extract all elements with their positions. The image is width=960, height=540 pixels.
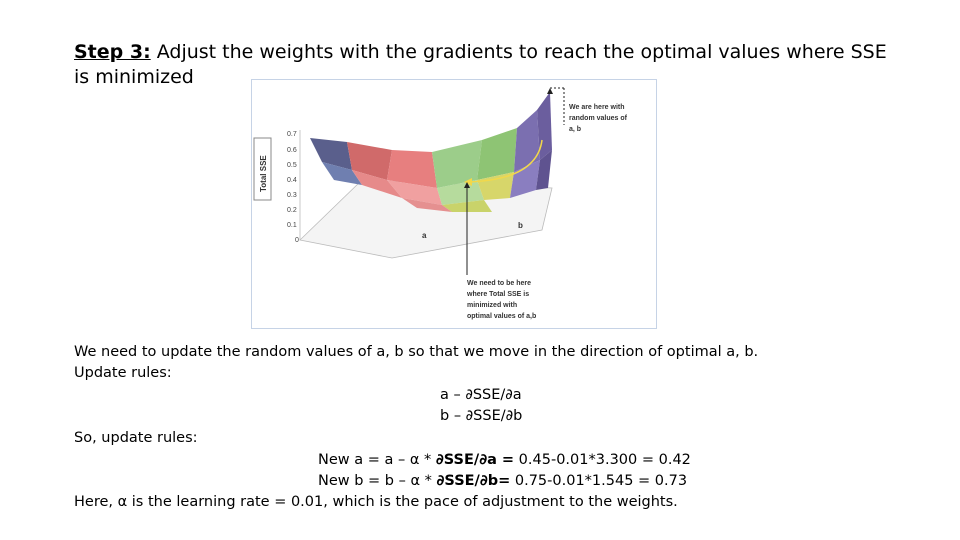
- new-b-result: 0.75-0.01*1.545 = 0.73: [510, 473, 688, 489]
- y-tick: 0: [295, 237, 299, 244]
- rule-a: a – ∂SSE/∂a: [440, 387, 522, 403]
- new-a-equation: New a = a – α * ∂SSE/∂a = 0.45-0.01*3.30…: [318, 450, 691, 470]
- so-update-rules-label: So, update rules:: [74, 430, 198, 446]
- slide-title: Step 3: Adjust the weights with the grad…: [74, 40, 894, 90]
- callout-top-line: We are here with: [569, 104, 625, 111]
- update-rules-label: Update rules:: [74, 365, 172, 381]
- new-b-gradient: ∂SSE/∂b=: [436, 473, 511, 489]
- callout-bottom-line: minimized with: [467, 302, 517, 309]
- new-a-gradient: ∂SSE/∂a =: [435, 452, 515, 468]
- error-surface: [310, 92, 552, 212]
- callout-bottom-line: We need to be here: [467, 280, 531, 287]
- callout-bottom-line: optimal values of a,b: [467, 313, 536, 320]
- callout-bottom-line: where Total SSE is: [466, 291, 529, 298]
- y-tick: 0.2: [287, 207, 297, 214]
- y-tick: 0.6: [287, 147, 297, 154]
- y-axis-label: Total SSE: [259, 155, 268, 192]
- y-tick: 0.3: [287, 192, 297, 199]
- y-tick: 0.1: [287, 222, 297, 229]
- title-text: Adjust the weights with the gradients to…: [74, 41, 887, 88]
- callout-top: We are here with random values of a, b: [569, 104, 628, 133]
- new-b-equation: New b = b – α * ∂SSE/∂b= 0.75-0.01*1.545…: [318, 471, 687, 491]
- intro-line: We need to update the random values of a…: [74, 344, 759, 360]
- callout-top-line: random values of: [569, 115, 628, 122]
- y-tick: 0.7: [287, 131, 297, 138]
- new-a-prefix: New a = a – α *: [318, 452, 436, 468]
- rule-b: b – ∂SSE/∂b: [440, 408, 523, 424]
- y-tick: 0.4: [287, 177, 297, 184]
- y-tick: 0.5: [287, 162, 297, 169]
- y-axis-label-box: [253, 137, 272, 201]
- callout-bottom: We need to be here where Total SSE is mi…: [466, 280, 536, 320]
- sse-surface-plot: Total SSE 0.7 0.6 0.5 0.4 0.3 0.2 0.1 0: [253, 87, 628, 320]
- callout-top-line: a, b: [569, 126, 581, 133]
- new-b-prefix: New b = b – α *: [318, 473, 437, 489]
- learning-rate-note: Here, α is the learning rate = 0.01, whi…: [74, 494, 678, 510]
- axis-b-label: b: [518, 221, 523, 230]
- title-step: Step 3:: [74, 41, 151, 63]
- axis-a-label: a: [422, 231, 427, 240]
- sse-surface-figure: Total SSE 0.7 0.6 0.5 0.4 0.3 0.2 0.1 0: [251, 79, 657, 329]
- new-a-result: 0.45-0.01*3.300 = 0.42: [514, 452, 691, 468]
